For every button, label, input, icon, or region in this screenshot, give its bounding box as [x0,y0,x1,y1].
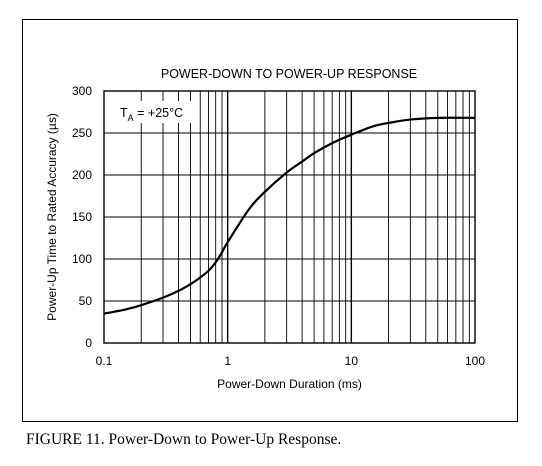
y-axis-ticks: 0 50 100 150 200 250 300 [72,84,92,350]
y-tick-label: 0 [85,336,92,350]
svg-text:TA = +25°C: TA = +25°C [120,106,183,123]
x-tick-label: 10 [345,354,359,368]
plot-area [103,90,476,344]
annotation-sub: A [128,113,134,123]
y-tick-label: 50 [79,294,93,308]
temperature-annotation: TA = +25°C [116,101,192,123]
y-axis-label: Power-Up Time to Rated Accuracy (µs) [45,113,59,321]
x-axis-label: Power-Down Duration (ms) [217,377,362,391]
grid [104,91,475,343]
x-axis-ticks: 0.1 1 10 100 [96,354,486,368]
y-tick-label: 100 [72,252,92,266]
y-tick-label: 150 [72,210,92,224]
y-tick-label: 200 [72,168,92,182]
x-tick-label: 100 [465,354,485,368]
power-up-response-chart: POWER-DOWN TO POWER-UP RESPONSE 0 50 100 15… [45,67,486,391]
y-tick-label: 250 [72,126,92,140]
figure-caption: FIGURE 11. Power-Down to Power-Up Respon… [26,431,342,448]
annotation-rest: = +25°C [134,106,183,120]
series-line [103,116,476,315]
x-tick-label: 0.1 [96,354,113,368]
x-tick-label: 1 [224,354,231,368]
y-tick-label: 300 [72,84,92,98]
chart-title: POWER-DOWN TO POWER-UP RESPONSE [161,67,417,81]
series-layer [103,116,476,315]
annotation-main: T [120,106,128,120]
